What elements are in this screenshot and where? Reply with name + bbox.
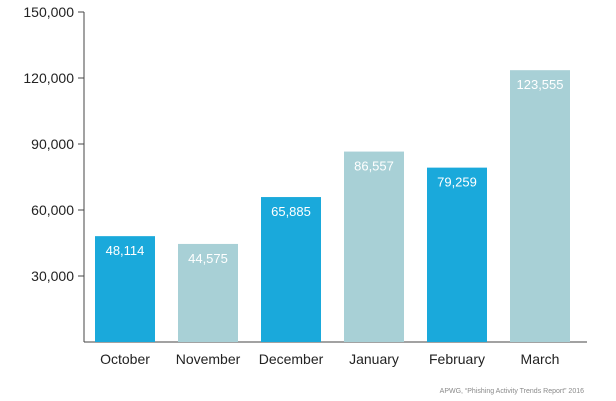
x-category-label: December [259,351,324,367]
bar [95,236,155,342]
y-tick-label: 120,000 [23,70,74,86]
x-category-label: February [429,351,485,367]
bar-value-label: 48,114 [106,243,145,258]
x-category-label: January [349,351,399,367]
x-category-label: October [100,351,150,367]
y-tick-label: 90,000 [31,136,74,152]
bar-value-label: 44,575 [188,251,228,266]
y-tick-label: 30,000 [31,268,74,284]
source-note: APWG, “Phishing Activity Trends Report” … [439,388,584,395]
bar [178,243,238,342]
bar [510,70,570,342]
bar [261,197,321,342]
bar [427,167,487,342]
bar-value-label: 123,555 [517,77,564,92]
x-category-label: March [521,351,560,367]
bar [344,151,404,342]
bar-value-label: 86,557 [354,159,394,174]
bar-value-label: 79,259 [437,175,477,190]
bar-value-label: 65,885 [271,204,311,219]
y-tick-label: 150,000 [23,4,74,20]
x-category-label: November [176,351,241,367]
y-tick-label: 60,000 [31,202,74,218]
